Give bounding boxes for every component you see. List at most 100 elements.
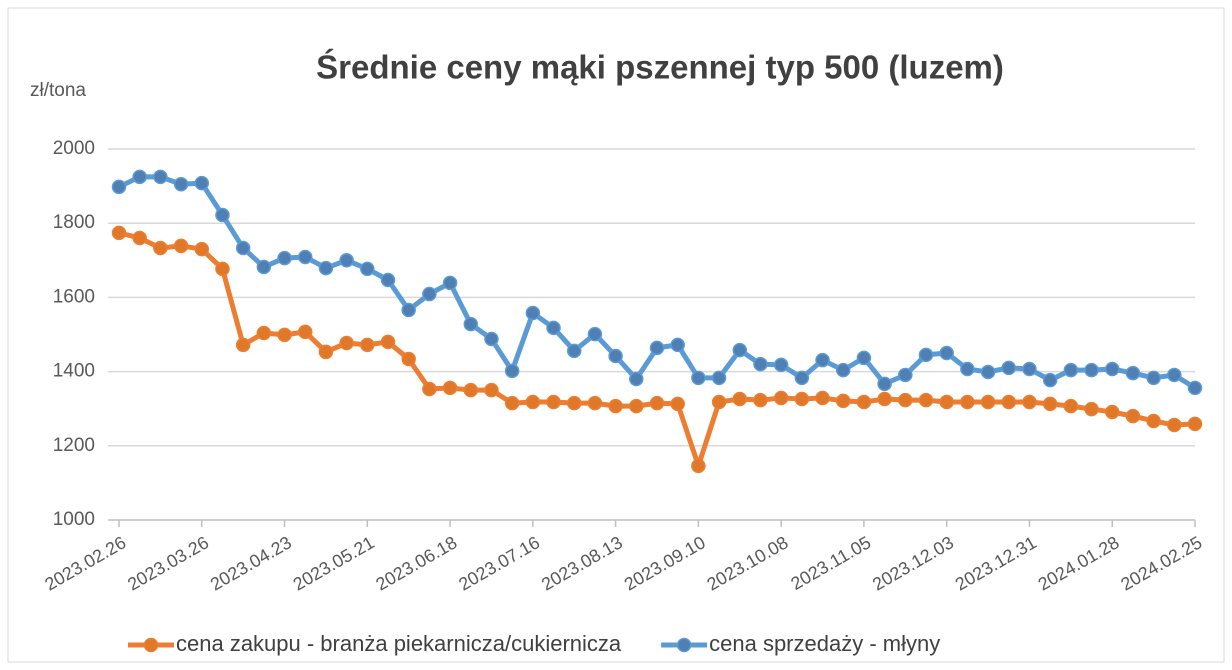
data-point xyxy=(1104,404,1120,420)
data-point xyxy=(1022,394,1037,410)
data-point xyxy=(918,347,934,363)
data-point xyxy=(608,348,623,364)
data-point xyxy=(360,337,375,353)
data-point xyxy=(525,394,541,410)
data-point xyxy=(629,398,644,414)
data-point xyxy=(297,249,313,265)
legend-label: cena sprzedaży - młyny xyxy=(709,631,940,656)
data-point xyxy=(608,398,623,414)
data-point xyxy=(1125,408,1141,424)
data-point xyxy=(691,370,706,386)
data-point xyxy=(1187,380,1203,396)
data-point xyxy=(153,169,168,185)
data-point xyxy=(960,361,975,377)
data-point xyxy=(422,286,437,302)
data-point xyxy=(1187,416,1203,432)
data-point xyxy=(980,364,996,380)
data-point xyxy=(587,395,603,411)
data-point xyxy=(194,175,210,191)
data-point xyxy=(173,176,189,192)
data-point xyxy=(670,396,685,412)
data-point xyxy=(111,225,127,241)
data-point xyxy=(1146,370,1161,386)
data-point xyxy=(463,382,479,398)
data-point xyxy=(1063,398,1079,414)
data-point xyxy=(442,380,458,396)
data-point xyxy=(235,337,251,353)
data-point xyxy=(835,362,851,378)
data-point xyxy=(297,324,313,340)
data-point xyxy=(1084,401,1099,417)
legend-marker xyxy=(676,637,692,653)
y-tick-label: 2000 xyxy=(53,138,95,159)
data-point xyxy=(380,272,396,288)
data-point xyxy=(1146,413,1161,429)
data-point xyxy=(753,356,768,372)
data-point xyxy=(877,391,892,407)
data-point xyxy=(1104,361,1120,377)
data-point xyxy=(773,390,789,406)
data-point xyxy=(587,326,603,342)
data-point xyxy=(566,395,582,411)
legend-marker xyxy=(143,637,159,653)
data-point xyxy=(504,363,520,379)
data-point xyxy=(939,345,954,361)
y-tick-label: 1400 xyxy=(53,361,95,382)
data-point xyxy=(629,371,644,387)
data-point xyxy=(918,392,934,408)
data-point xyxy=(339,335,354,351)
data-point xyxy=(1001,360,1017,376)
data-point xyxy=(215,207,230,223)
data-point xyxy=(1063,362,1079,378)
data-point xyxy=(111,179,127,195)
data-point xyxy=(877,376,892,392)
data-point xyxy=(132,230,147,246)
data-point xyxy=(277,250,292,266)
data-point xyxy=(1125,365,1141,381)
data-point xyxy=(732,391,748,407)
y-tick-label: 1600 xyxy=(53,286,95,307)
data-point xyxy=(318,260,334,276)
data-point xyxy=(525,305,541,321)
data-point xyxy=(670,337,685,353)
data-point xyxy=(980,394,996,410)
data-point xyxy=(939,394,954,410)
data-point xyxy=(277,327,292,343)
data-point xyxy=(484,382,499,398)
data-point xyxy=(546,320,561,336)
data-point xyxy=(256,259,272,275)
data-point xyxy=(649,395,665,411)
data-point xyxy=(815,352,830,368)
data-point xyxy=(318,344,334,360)
data-point xyxy=(153,240,168,256)
data-point xyxy=(856,394,872,410)
data-point xyxy=(504,395,520,411)
chart-title: Średnie ceny mąki pszennej typ 500 (luze… xyxy=(316,49,1004,86)
y-tick-label: 1000 xyxy=(53,509,95,530)
data-point xyxy=(442,275,458,291)
data-point xyxy=(711,370,727,386)
data-point xyxy=(773,357,789,373)
data-point xyxy=(380,334,396,350)
data-point xyxy=(360,261,375,277)
data-point xyxy=(235,240,251,256)
data-point xyxy=(898,367,913,383)
data-point xyxy=(691,458,706,474)
legend-label: cena zakupu - branża piekarnicza/cukiern… xyxy=(176,631,622,656)
chart-frame xyxy=(7,7,1225,663)
data-point xyxy=(546,394,561,410)
y-tick-label: 1800 xyxy=(53,212,95,233)
data-point xyxy=(1001,394,1017,410)
data-point xyxy=(401,302,416,318)
data-point xyxy=(898,392,913,408)
y-axis-label: zł/tona xyxy=(30,80,86,101)
data-point xyxy=(856,350,872,366)
data-point xyxy=(732,342,748,358)
data-point xyxy=(711,394,727,410)
data-point xyxy=(1167,417,1182,433)
y-tick-label: 1200 xyxy=(53,435,95,456)
data-point xyxy=(339,253,354,268)
data-point xyxy=(422,381,437,397)
data-point xyxy=(256,325,272,341)
